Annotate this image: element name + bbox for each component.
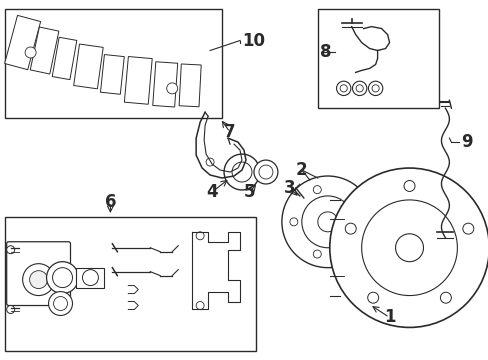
Circle shape <box>166 83 177 94</box>
Circle shape <box>7 246 15 254</box>
Circle shape <box>345 223 355 234</box>
Circle shape <box>371 85 378 92</box>
Circle shape <box>53 297 67 310</box>
Circle shape <box>301 196 353 248</box>
Circle shape <box>313 186 321 194</box>
Text: 1: 1 <box>384 309 395 327</box>
Circle shape <box>48 292 72 315</box>
Circle shape <box>289 218 297 226</box>
Circle shape <box>82 270 98 285</box>
Circle shape <box>395 234 423 262</box>
FancyBboxPatch shape <box>100 55 124 94</box>
FancyBboxPatch shape <box>30 27 59 74</box>
Text: 7: 7 <box>224 123 235 141</box>
Circle shape <box>329 168 488 328</box>
Circle shape <box>30 271 47 289</box>
Circle shape <box>340 85 346 92</box>
Circle shape <box>367 292 378 303</box>
FancyBboxPatch shape <box>124 57 152 104</box>
Circle shape <box>361 200 456 296</box>
Circle shape <box>22 264 55 296</box>
Circle shape <box>367 81 382 95</box>
Bar <box>5 9 222 118</box>
Circle shape <box>445 238 452 246</box>
Circle shape <box>52 268 72 288</box>
Text: 6: 6 <box>104 193 116 211</box>
Circle shape <box>336 81 350 95</box>
Bar <box>76 268 104 288</box>
Text: 4: 4 <box>206 183 218 201</box>
FancyBboxPatch shape <box>52 37 77 80</box>
FancyBboxPatch shape <box>179 64 201 107</box>
Circle shape <box>196 232 203 240</box>
Circle shape <box>25 47 36 58</box>
FancyBboxPatch shape <box>152 62 177 107</box>
Circle shape <box>234 156 242 164</box>
Circle shape <box>46 262 78 293</box>
Circle shape <box>232 162 251 182</box>
FancyBboxPatch shape <box>4 15 41 70</box>
Circle shape <box>403 180 414 192</box>
Circle shape <box>350 238 359 246</box>
Circle shape <box>205 158 214 166</box>
Text: 10: 10 <box>242 32 264 50</box>
Bar <box>5 217 255 351</box>
Text: 8: 8 <box>319 44 330 62</box>
Text: 9: 9 <box>461 133 472 151</box>
Circle shape <box>352 81 366 95</box>
Text: 3: 3 <box>284 179 295 197</box>
FancyBboxPatch shape <box>7 242 70 306</box>
Circle shape <box>281 176 373 268</box>
Circle shape <box>196 302 203 310</box>
Circle shape <box>253 160 277 184</box>
Circle shape <box>462 223 473 234</box>
Circle shape <box>259 165 272 179</box>
Circle shape <box>7 306 15 314</box>
Circle shape <box>437 238 445 246</box>
Text: 5: 5 <box>244 183 255 201</box>
Circle shape <box>224 154 260 190</box>
Circle shape <box>317 212 337 232</box>
FancyBboxPatch shape <box>74 44 103 89</box>
Circle shape <box>350 198 359 206</box>
Circle shape <box>313 250 321 258</box>
Text: 2: 2 <box>295 161 307 179</box>
Circle shape <box>440 292 450 303</box>
Circle shape <box>355 85 363 92</box>
Bar <box>317 9 439 108</box>
